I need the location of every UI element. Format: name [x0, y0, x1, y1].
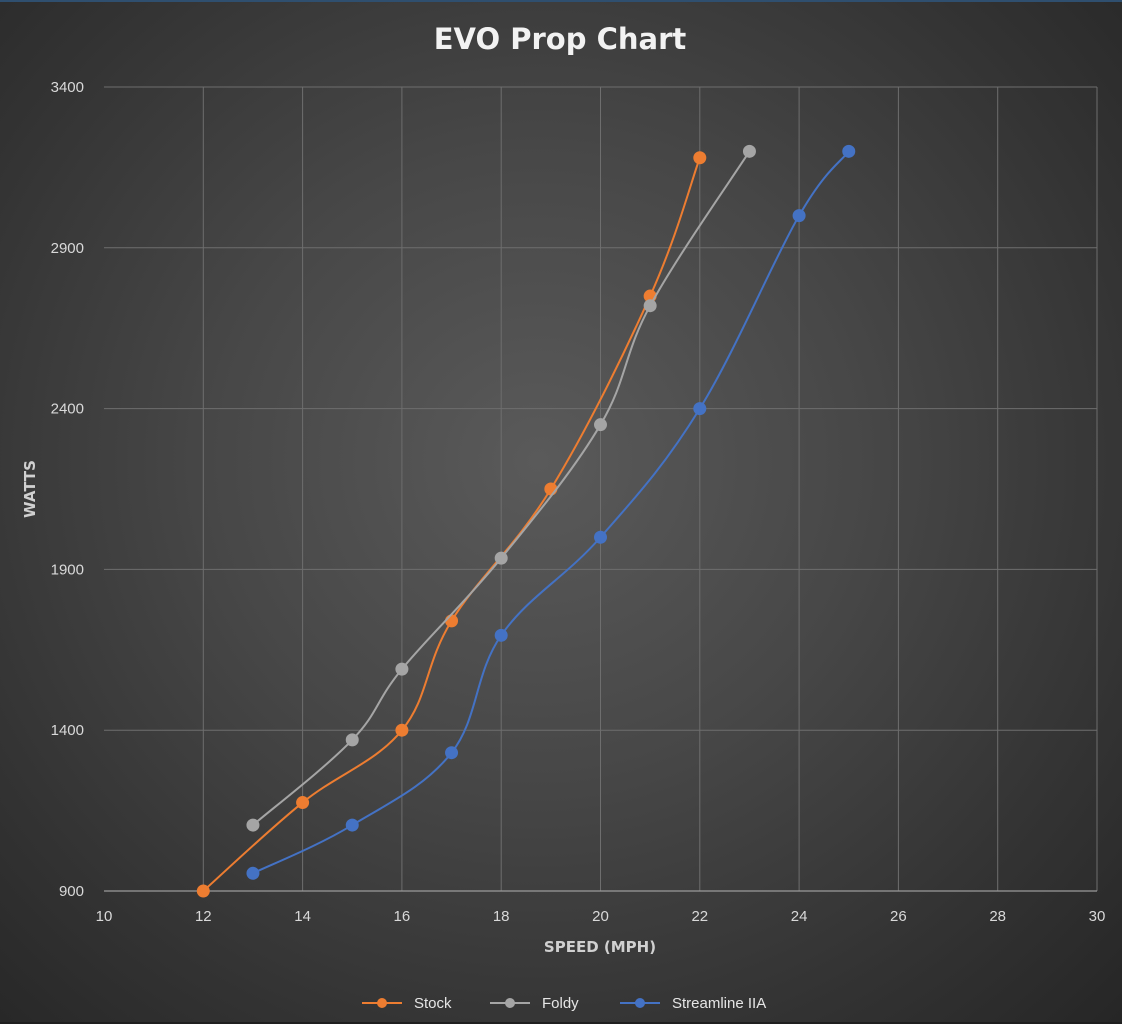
data-point-foldy [345, 733, 359, 747]
x-tick-label: 10 [96, 908, 113, 925]
data-point-stock [693, 151, 707, 165]
x-tick-label: 24 [791, 908, 808, 925]
x-tick-label: 18 [493, 908, 510, 925]
data-point-stock [196, 884, 210, 898]
data-point-stock [395, 723, 409, 737]
x-tick-label: 26 [890, 908, 907, 925]
legend-item-streamline-iia: Streamline IIA [620, 995, 766, 1012]
series-layer [196, 144, 856, 898]
gridlines [104, 86, 1098, 892]
data-point-stock [445, 614, 459, 628]
legend: Stock Foldy Streamline IIA [362, 995, 766, 1012]
series-stock [196, 151, 707, 898]
x-tick-label: 12 [195, 908, 212, 925]
data-point-streamline-iia [792, 209, 806, 223]
data-point-foldy [246, 818, 260, 832]
series-line-stock [202, 157, 701, 892]
y-tick-label: 3400 [51, 79, 84, 96]
legend-marker-streamline-iia [635, 998, 645, 1008]
legend-marker-foldy [505, 998, 515, 1008]
y-axis-title: WATTS [21, 460, 39, 518]
y-tick-label: 1900 [51, 561, 84, 578]
x-tick-label: 28 [989, 908, 1006, 925]
data-point-foldy [643, 299, 657, 313]
data-point-streamline-iia [246, 866, 260, 880]
y-tick-label: 2400 [51, 401, 84, 418]
legend-item-stock: Stock [362, 995, 452, 1012]
y-tick-label: 1400 [51, 722, 84, 739]
data-point-foldy [742, 144, 756, 158]
x-tick-label: 30 [1089, 908, 1106, 925]
series-streamline-iia [246, 144, 856, 880]
data-point-streamline-iia [494, 628, 508, 642]
x-axis-title: SPEED (MPH) [544, 938, 656, 956]
data-point-streamline-iia [693, 402, 707, 416]
series-foldy [246, 144, 756, 832]
x-tick-label: 14 [294, 908, 311, 925]
x-tick-label: 16 [394, 908, 411, 925]
tick-labels: 10 12 14 16 18 20 22 24 26 28 30 900 1400 1900 2400 290… [51, 79, 1106, 925]
data-point-streamline-iia [594, 530, 607, 544]
data-point-streamline-iia [445, 746, 459, 760]
legend-label-foldy: Foldy [542, 995, 579, 1012]
data-point-foldy [395, 662, 409, 676]
data-point-stock [544, 482, 558, 496]
chart-title: EVO Prop Chart [434, 22, 687, 56]
series-line-streamline-iia [252, 150, 850, 875]
data-point-streamline-iia [842, 144, 856, 158]
y-tick-label: 2900 [51, 240, 84, 257]
x-tick-label: 22 [691, 908, 708, 925]
legend-label-streamline-iia: Streamline IIA [672, 995, 766, 1012]
x-tick-label: 20 [592, 908, 609, 925]
data-point-stock [296, 796, 310, 810]
legend-marker-stock [377, 998, 387, 1008]
data-point-streamline-iia [345, 818, 359, 832]
data-point-foldy [594, 418, 607, 432]
data-point-foldy [494, 551, 508, 565]
y-tick-label: 900 [59, 883, 84, 900]
legend-item-foldy: Foldy [490, 995, 579, 1012]
legend-label-stock: Stock [414, 995, 452, 1012]
